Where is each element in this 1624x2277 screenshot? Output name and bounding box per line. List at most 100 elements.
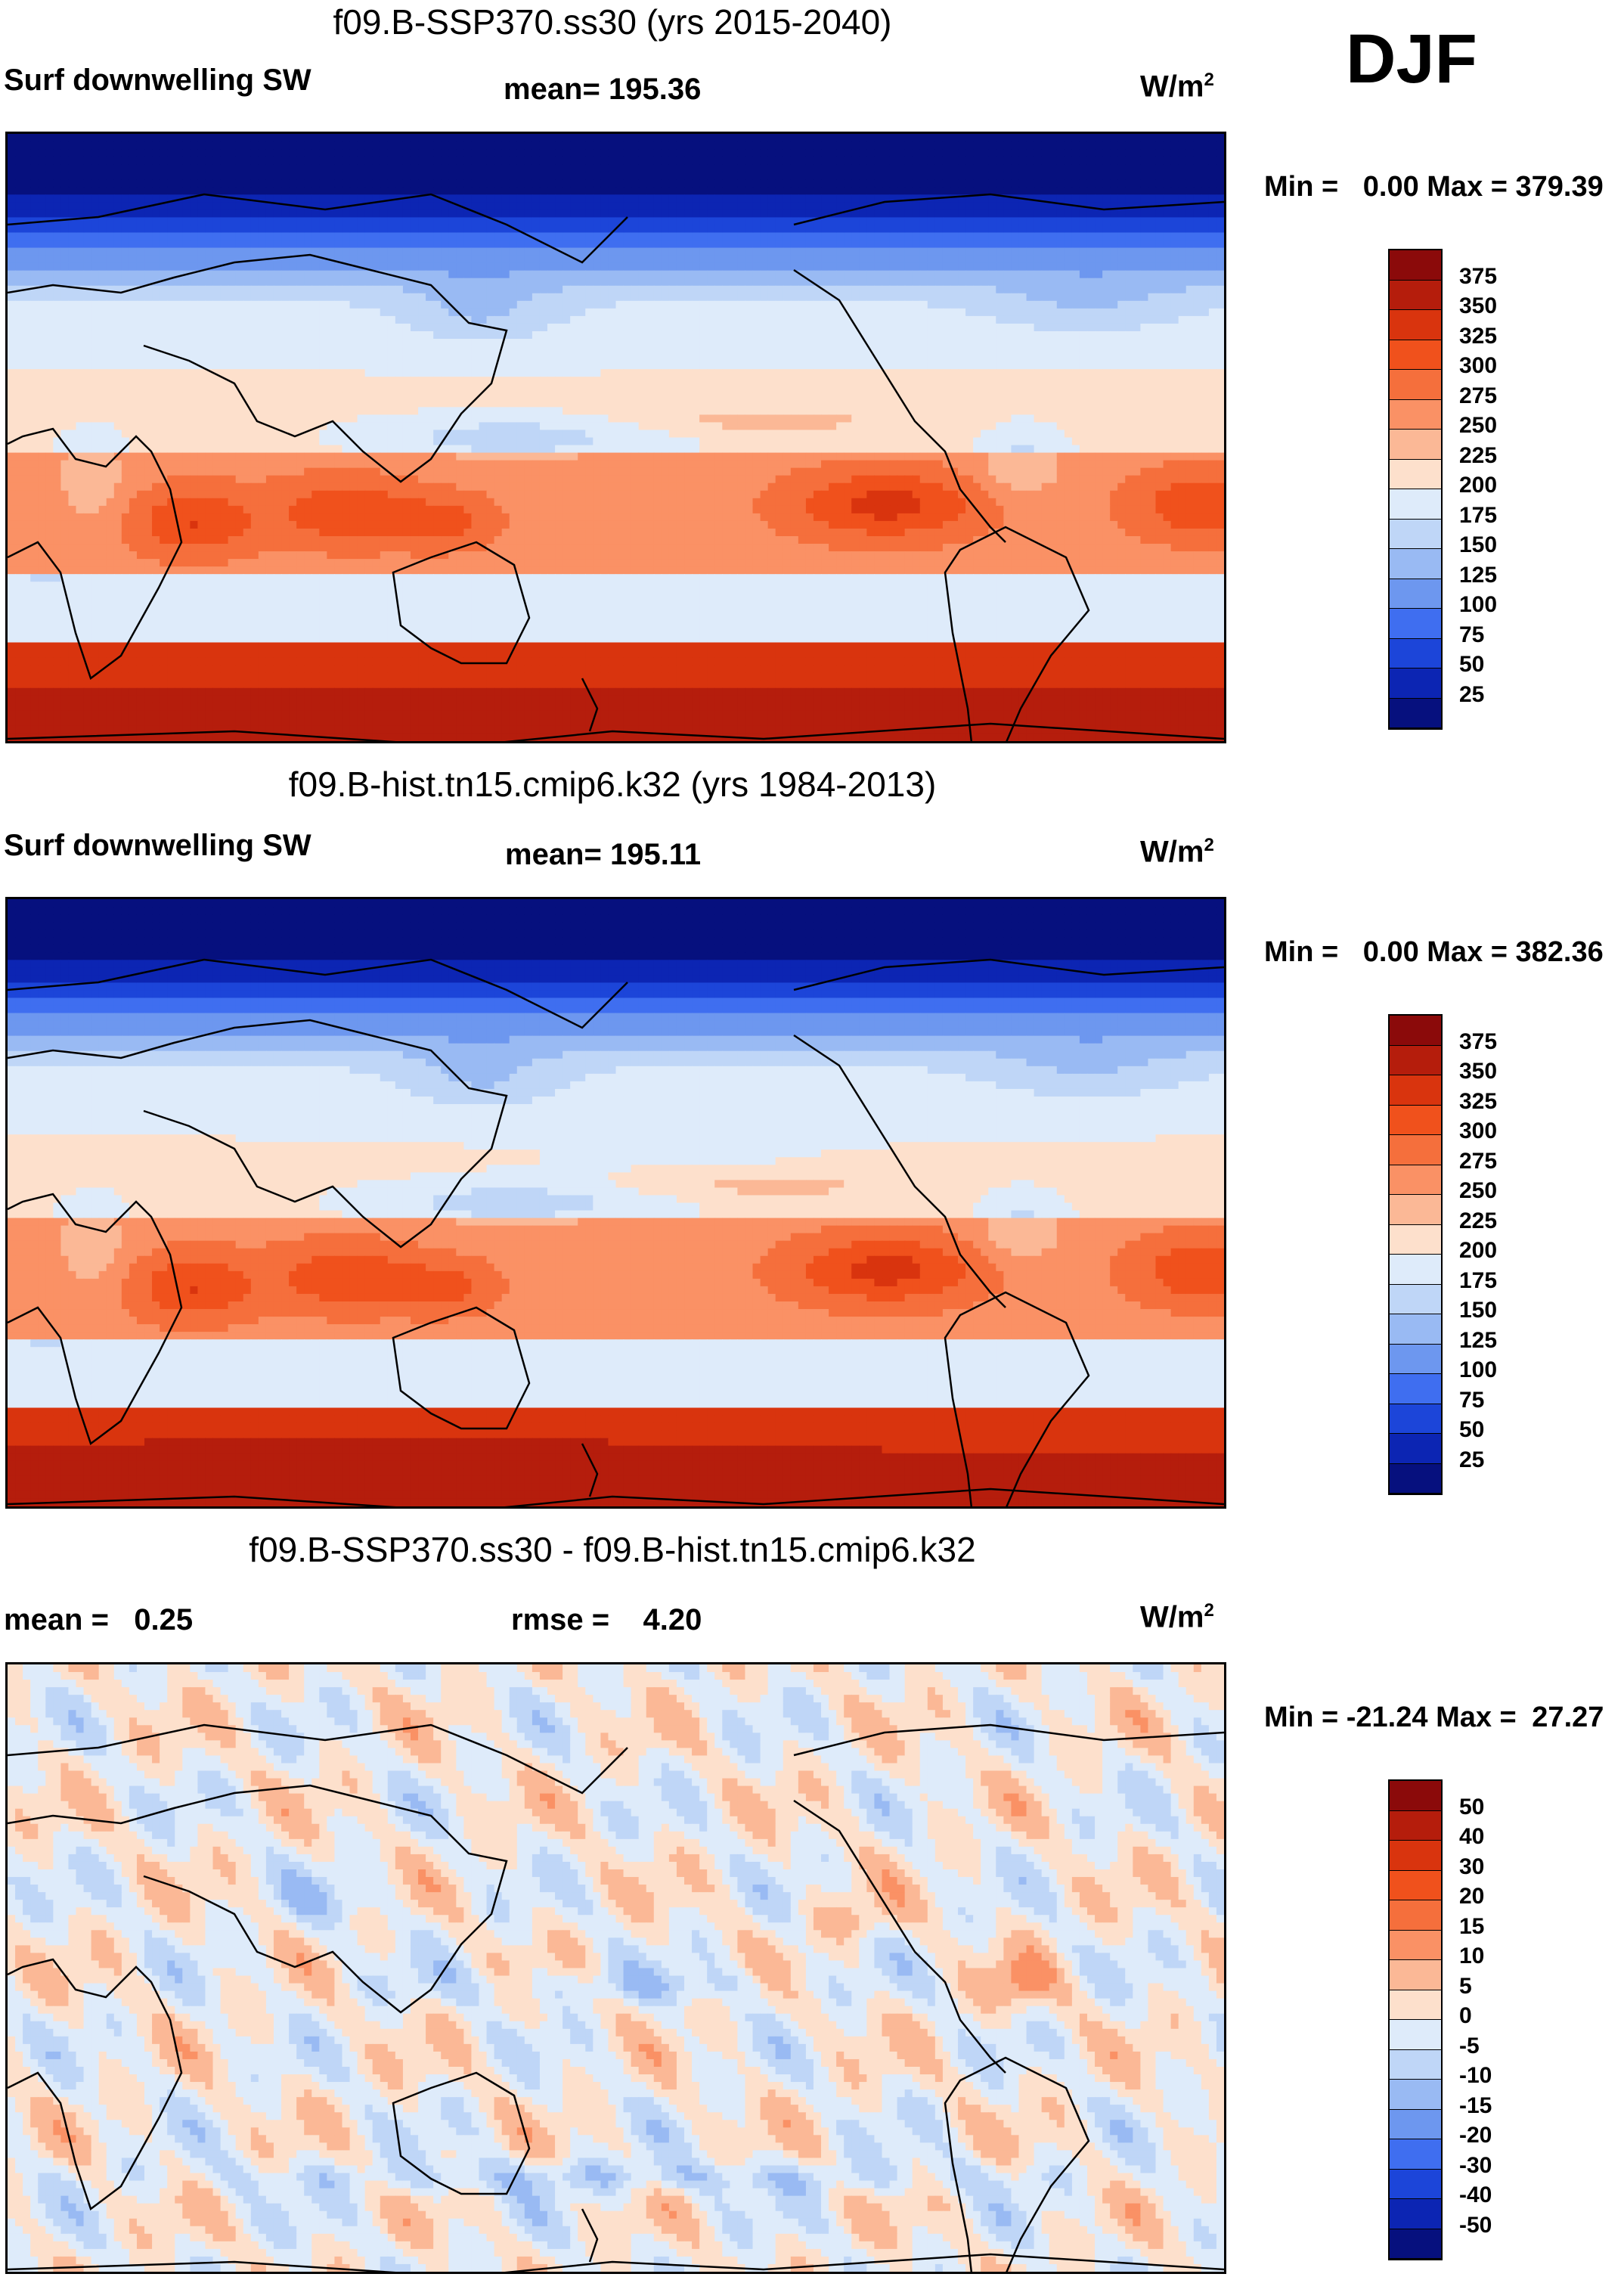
colorbar-tick-label: 40 — [1459, 1824, 1484, 1850]
colorbar-swatch — [1390, 519, 1441, 549]
colorbar-swatch — [1390, 1841, 1441, 1871]
colorbar-tick-label: 375 — [1459, 1029, 1497, 1055]
colorbar-swatch — [1390, 1990, 1441, 2020]
colorbar-tick-label: 150 — [1459, 1298, 1497, 1323]
coastline — [581, 1443, 599, 1497]
panel-title: f09.B-SSP370.ss30 - f09.B-hist.tn15.cmip… — [0, 1529, 1225, 1570]
coastline — [8, 1958, 183, 2211]
colorbar-swatch — [1390, 1284, 1441, 1314]
colorbar-tick-label: 325 — [1459, 1089, 1497, 1115]
variable-label: Surf downwelling SW — [4, 829, 311, 863]
colorbar-tick-label: 50 — [1459, 1795, 1484, 1820]
colorbar-tick-label: 225 — [1459, 1208, 1497, 1234]
coastline — [8, 253, 508, 483]
coastline — [8, 1193, 183, 1446]
coastline — [8, 1723, 628, 1795]
panel-title: f09.B-SSP370.ss30 (yrs 2015-2040) — [0, 2, 1225, 42]
colorbar-swatch — [1390, 2139, 1441, 2170]
colorbar-tick-label: 275 — [1459, 1149, 1497, 1174]
colorbar-tick-label: -15 — [1459, 2093, 1492, 2119]
colorbar-tick-label: 100 — [1459, 1357, 1497, 1383]
colorbar-swatch — [1390, 1810, 1441, 1841]
colorbar-tick-label: 150 — [1459, 532, 1497, 558]
min-max-readout: Min = 0.00 Max = 382.36 — [1264, 936, 1604, 969]
colorbar-tick-label: 125 — [1459, 563, 1497, 588]
colorbar-tick-label: 175 — [1459, 1268, 1497, 1294]
coastline — [793, 1799, 1006, 2074]
coastline — [793, 1723, 1224, 1757]
coastline — [8, 1784, 508, 2014]
colorbar-swatch — [1390, 2199, 1441, 2229]
colorbar-swatch — [1390, 310, 1441, 340]
colorbar-swatch — [1390, 1781, 1441, 1811]
coastline — [944, 526, 1090, 741]
colorbar-swatch — [1390, 1195, 1441, 1225]
colorbar-swatch — [1390, 399, 1441, 430]
colorbar-swatch — [1390, 1224, 1441, 1255]
map-field — [8, 899, 1224, 1506]
map-field — [8, 134, 1224, 741]
panel-title: f09.B-hist.tn15.cmip6.k32 (yrs 1984-2013… — [0, 764, 1225, 805]
coastline — [793, 958, 1224, 991]
colorbar-tick-label: -50 — [1459, 2213, 1492, 2238]
colorbar-swatch — [1390, 1374, 1441, 1404]
coastline — [8, 958, 628, 1029]
units-label: W/m2 — [1140, 1600, 1214, 1634]
colorbar-swatch — [1390, 698, 1441, 728]
colorbar-tick-label: 100 — [1459, 592, 1497, 618]
colorbar-tick-label: 350 — [1459, 293, 1497, 319]
colorbar-tick-label: 75 — [1459, 1388, 1484, 1413]
colorbar-tick-label: 300 — [1459, 353, 1497, 379]
colorbar-swatch — [1390, 1463, 1441, 1494]
coastline — [392, 1306, 531, 1430]
colorbar-swatch — [1390, 1960, 1441, 1990]
min-max-readout: Min = -21.24 Max = 27.27 — [1264, 1702, 1604, 1734]
colorbar-tick-label: 20 — [1459, 1884, 1484, 1909]
colorbar-tick-label: -5 — [1459, 2033, 1480, 2059]
colorbar-tick-label: 175 — [1459, 503, 1497, 529]
colorbar-tick-label: 275 — [1459, 383, 1497, 409]
colorbar-swatch — [1390, 1165, 1441, 1195]
colorbar-swatch — [1390, 2109, 1441, 2139]
colorbar-tick-label: 15 — [1459, 1914, 1484, 1940]
colorbar-tick-label: 225 — [1459, 443, 1497, 469]
colorbar-swatch — [1390, 430, 1441, 460]
colorbar-swatch — [1390, 2020, 1441, 2050]
colorbar-swatch — [1390, 1255, 1441, 1285]
colorbar-tick-label: 75 — [1459, 622, 1484, 648]
coastline — [793, 193, 1224, 226]
colorbar-tick-label: 375 — [1459, 264, 1497, 290]
coastline — [793, 1034, 1006, 1308]
colorbar-swatch — [1390, 2049, 1441, 2080]
colorbar-tick-label: 25 — [1459, 682, 1484, 708]
colorbar-tick-label: -40 — [1459, 2182, 1492, 2208]
season-label: DJF — [1346, 20, 1477, 99]
colorbar — [1388, 1779, 1443, 2260]
colorbar-swatch — [1390, 1135, 1441, 1165]
colorbar-tick-label: 50 — [1459, 652, 1484, 678]
colorbar-tick-label: 25 — [1459, 1447, 1484, 1473]
min-max-readout: Min = 0.00 Max = 379.39 — [1264, 171, 1604, 203]
colorbar-tick-label: 350 — [1459, 1059, 1497, 1084]
coastline — [581, 2208, 599, 2263]
coastline — [8, 722, 1224, 741]
colorbar-swatch — [1390, 1314, 1441, 1345]
colorbar-tick-label: -20 — [1459, 2123, 1492, 2148]
colorbar-tick-label: 5 — [1459, 1974, 1472, 1999]
map-panel — [5, 1662, 1226, 2274]
colorbar-tick-label: 200 — [1459, 473, 1497, 498]
colorbar-tick-label: 30 — [1459, 1854, 1484, 1880]
colorbar-swatch — [1390, 489, 1441, 520]
colorbar-swatch — [1390, 1434, 1441, 1464]
coastline — [8, 1019, 508, 1249]
mean-label: mean= 195.36 — [504, 73, 701, 107]
colorbar-swatch — [1390, 579, 1441, 609]
map-field — [8, 1664, 1224, 2272]
mean-label: mean= 195.11 — [505, 838, 701, 872]
coastline — [392, 2071, 531, 2195]
colorbar-swatch — [1390, 549, 1441, 579]
colorbar-swatch — [1390, 1016, 1441, 1046]
colorbar-tick-label: -30 — [1459, 2153, 1492, 2179]
colorbar-swatch — [1390, 370, 1441, 400]
mean-label: mean = 0.25 — [4, 1603, 193, 1637]
